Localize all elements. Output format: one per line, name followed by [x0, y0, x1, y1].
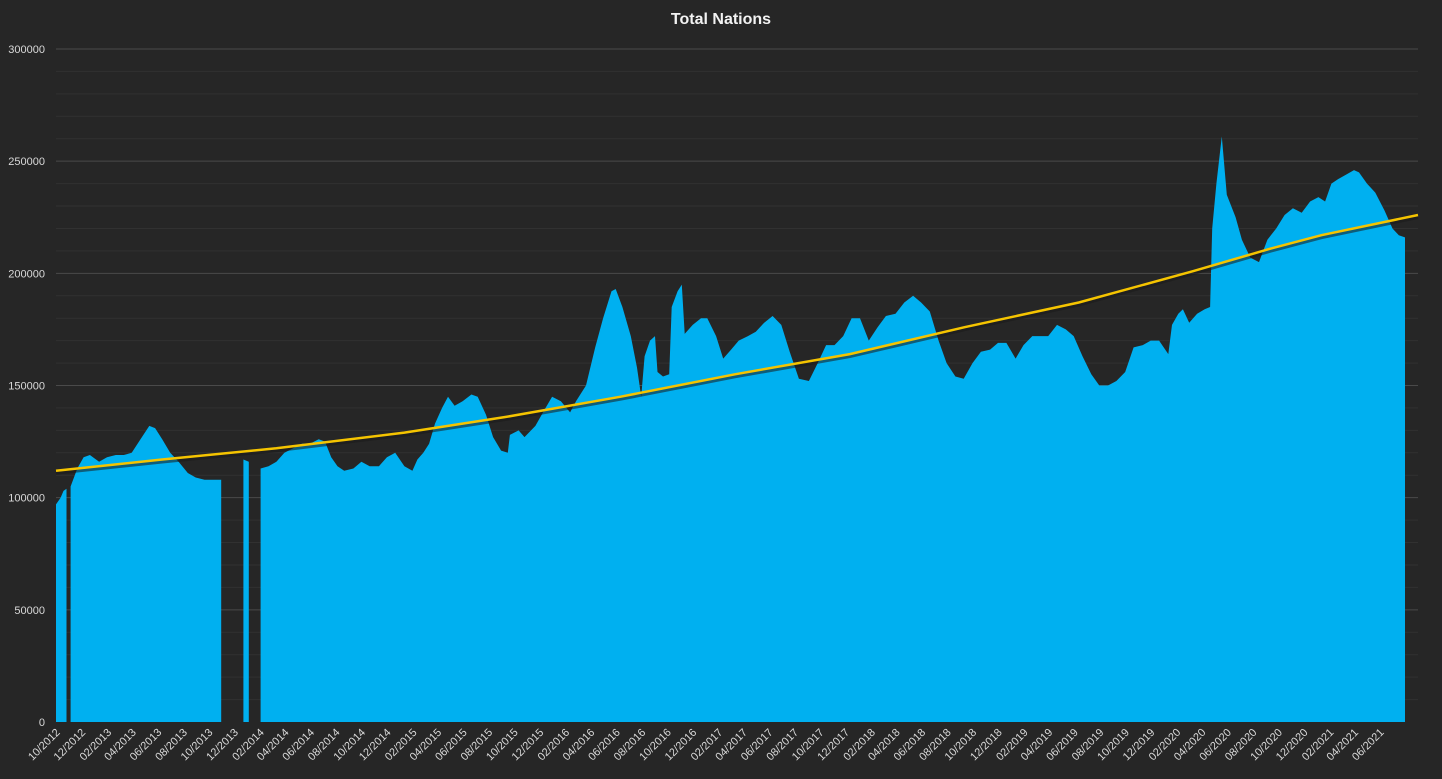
y-tick-label: 100000 — [8, 493, 45, 505]
trendline-shadow — [55, 215, 1419, 475]
area-layer — [56, 136, 1406, 722]
chart-title: Total Nations — [670, 11, 772, 28]
y-tick-label: 150000 — [8, 381, 45, 393]
y-axis: 0 50000 100000 150000 200000 250000 300000 — [8, 44, 45, 729]
trend-layer — [55, 213, 1419, 475]
y-tick-label: 300000 — [8, 44, 45, 56]
area-segment-3 — [243, 459, 249, 722]
x-axis: 10/201212/201202/201304/201306/201308/20… — [26, 727, 1387, 764]
y-tick-label: 0 — [39, 717, 45, 729]
area-segment-1 — [56, 488, 67, 722]
y-tick-label: 200000 — [8, 268, 45, 280]
area-segment-4 — [260, 136, 1406, 722]
y-tick-label: 50000 — [14, 605, 45, 617]
area-segment-2 — [70, 425, 222, 722]
y-tick-label: 250000 — [8, 156, 45, 168]
trendline — [55, 213, 1419, 472]
